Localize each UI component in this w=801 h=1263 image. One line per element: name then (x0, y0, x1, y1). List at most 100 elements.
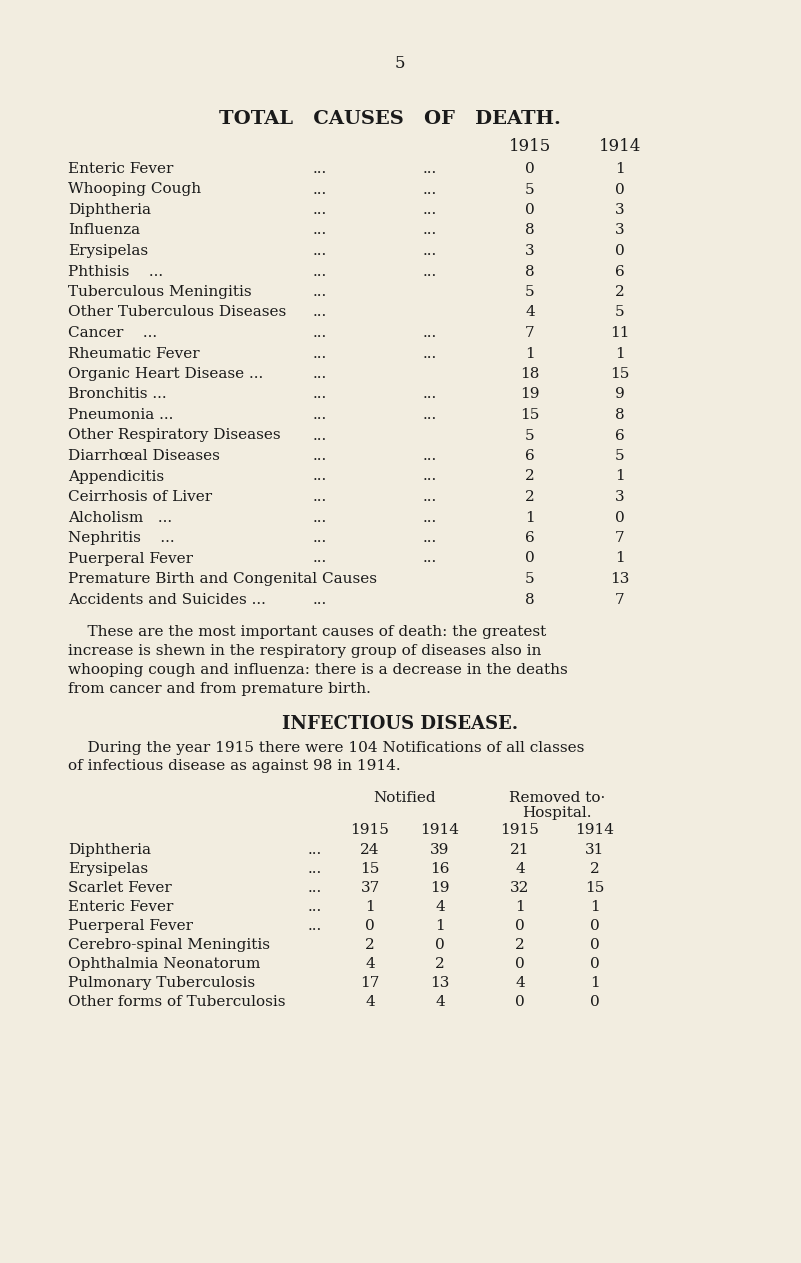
Text: ...: ... (423, 203, 437, 217)
Text: Enteric Fever: Enteric Fever (68, 162, 173, 176)
Text: 4: 4 (365, 957, 375, 971)
Text: increase is shewn in the respiratory group of diseases also in: increase is shewn in the respiratory gro… (68, 644, 541, 658)
Text: ...: ... (313, 264, 327, 279)
Text: 3: 3 (615, 203, 625, 217)
Text: During the year 1915 there were 104 Notifications of all classes: During the year 1915 there were 104 Noti… (68, 741, 585, 755)
Text: 5: 5 (525, 572, 535, 586)
Text: ...: ... (313, 450, 327, 464)
Text: ...: ... (313, 470, 327, 484)
Text: 2: 2 (525, 490, 535, 504)
Text: 0: 0 (590, 995, 600, 1009)
Text: These are the most important causes of death: the greatest: These are the most important causes of d… (68, 625, 546, 639)
Text: ...: ... (313, 203, 327, 217)
Text: 0: 0 (435, 938, 445, 952)
Text: ...: ... (313, 346, 327, 360)
Text: 1: 1 (590, 976, 600, 990)
Text: Tuberculous Meningitis: Tuberculous Meningitis (68, 285, 252, 299)
Text: 5: 5 (615, 450, 625, 464)
Text: 6: 6 (525, 530, 535, 546)
Text: ...: ... (423, 530, 437, 546)
Text: 1: 1 (365, 901, 375, 914)
Text: Diarrhœal Diseases: Diarrhœal Diseases (68, 450, 220, 464)
Text: ...: ... (308, 863, 322, 877)
Text: ...: ... (313, 428, 327, 442)
Text: ...: ... (423, 408, 437, 422)
Text: Other Respiratory Diseases: Other Respiratory Diseases (68, 428, 280, 442)
Text: 17: 17 (360, 976, 380, 990)
Text: 15: 15 (610, 368, 630, 381)
Text: Phthisis    ...: Phthisis ... (68, 264, 163, 279)
Text: Puerperal Fever: Puerperal Fever (68, 552, 193, 566)
Text: Erysipelas: Erysipelas (68, 863, 148, 877)
Text: 2: 2 (615, 285, 625, 299)
Text: 18: 18 (521, 368, 540, 381)
Text: Pulmonary Tuberculosis: Pulmonary Tuberculosis (68, 976, 256, 990)
Text: Ceirrhosis of Liver: Ceirrhosis of Liver (68, 490, 212, 504)
Text: ...: ... (308, 842, 322, 858)
Text: 0: 0 (515, 995, 525, 1009)
Text: ...: ... (313, 368, 327, 381)
Text: ...: ... (313, 510, 327, 524)
Text: 1: 1 (590, 901, 600, 914)
Text: 0: 0 (515, 957, 525, 971)
Text: Alcholism   ...: Alcholism ... (68, 510, 172, 524)
Text: Influenza: Influenza (68, 224, 140, 237)
Text: 8: 8 (525, 592, 535, 606)
Text: 11: 11 (610, 326, 630, 340)
Text: 1: 1 (615, 346, 625, 360)
Text: 32: 32 (510, 882, 529, 895)
Text: ...: ... (313, 224, 327, 237)
Text: ...: ... (308, 882, 322, 895)
Text: 7: 7 (615, 530, 625, 546)
Text: 15: 15 (521, 408, 540, 422)
Text: 1: 1 (525, 346, 535, 360)
Text: 1: 1 (435, 919, 445, 933)
Text: 2: 2 (515, 938, 525, 952)
Text: Rheumatic Fever: Rheumatic Fever (68, 346, 199, 360)
Text: ...: ... (308, 919, 322, 933)
Text: 0: 0 (515, 919, 525, 933)
Text: 0: 0 (525, 552, 535, 566)
Text: 3: 3 (615, 490, 625, 504)
Text: ...: ... (423, 346, 437, 360)
Text: 6: 6 (615, 428, 625, 442)
Text: 0: 0 (365, 919, 375, 933)
Text: 0: 0 (525, 162, 535, 176)
Text: ...: ... (423, 490, 437, 504)
Text: ...: ... (423, 182, 437, 197)
Text: ...: ... (423, 326, 437, 340)
Text: ...: ... (423, 470, 437, 484)
Text: 5: 5 (525, 182, 535, 197)
Text: 13: 13 (610, 572, 630, 586)
Text: ...: ... (313, 306, 327, 320)
Text: 2: 2 (525, 470, 535, 484)
Text: ...: ... (423, 510, 437, 524)
Text: ...: ... (423, 552, 437, 566)
Text: 4: 4 (435, 995, 445, 1009)
Text: 3: 3 (525, 244, 535, 258)
Text: whooping cough and influenza: there is a decrease in the deaths: whooping cough and influenza: there is a… (68, 663, 568, 677)
Text: ...: ... (423, 224, 437, 237)
Text: 39: 39 (430, 842, 449, 858)
Text: ...: ... (313, 490, 327, 504)
Text: ...: ... (313, 244, 327, 258)
Text: 8: 8 (615, 408, 625, 422)
Text: ...: ... (423, 388, 437, 402)
Text: Other forms of Tuberculosis: Other forms of Tuberculosis (68, 995, 285, 1009)
Text: Diphtheria: Diphtheria (68, 842, 151, 858)
Text: Enteric Fever: Enteric Fever (68, 901, 173, 914)
Text: TOTAL   CAUSES   OF   DEATH.: TOTAL CAUSES OF DEATH. (219, 110, 561, 128)
Text: ...: ... (423, 162, 437, 176)
Text: ...: ... (313, 182, 327, 197)
Text: 21: 21 (510, 842, 529, 858)
Text: 1: 1 (615, 470, 625, 484)
Text: ...: ... (313, 592, 327, 606)
Text: 5: 5 (395, 56, 405, 72)
Text: 37: 37 (360, 882, 380, 895)
Text: 7: 7 (525, 326, 535, 340)
Text: 1: 1 (615, 552, 625, 566)
Text: 3: 3 (615, 224, 625, 237)
Text: Appendicitis: Appendicitis (68, 470, 164, 484)
Text: 0: 0 (615, 244, 625, 258)
Text: Puerperal Fever: Puerperal Fever (68, 919, 193, 933)
